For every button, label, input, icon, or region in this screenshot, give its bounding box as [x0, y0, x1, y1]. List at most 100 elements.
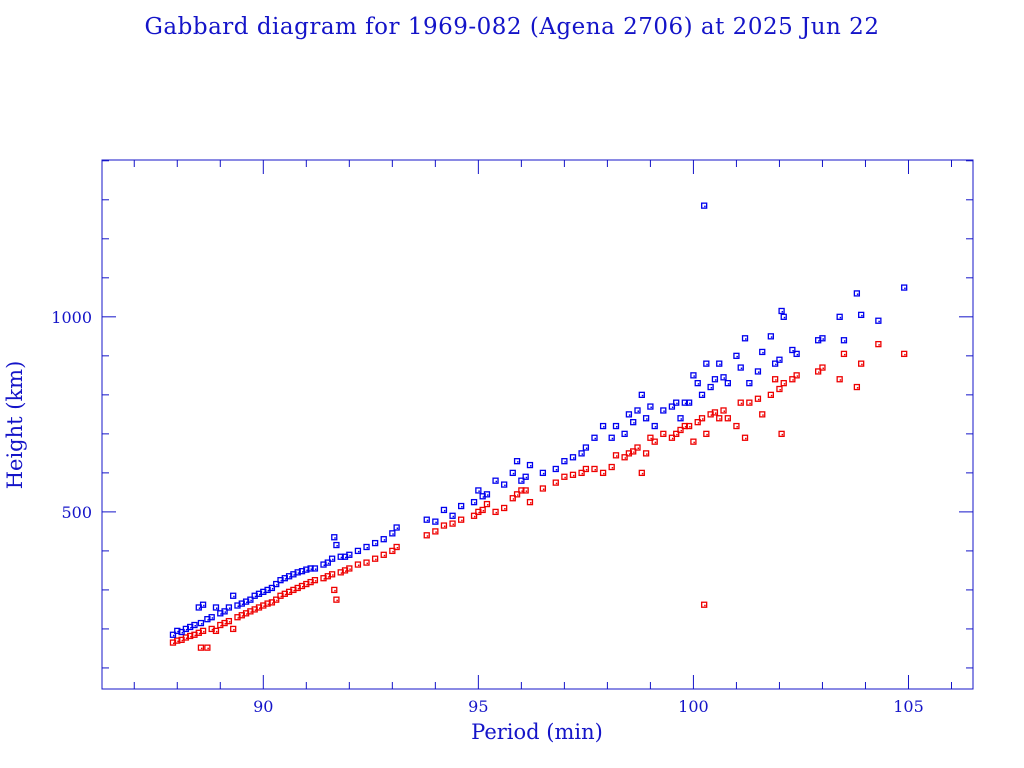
apogee-point [393, 524, 400, 531]
apogee-point-dot [357, 550, 360, 553]
apogee-point [174, 627, 181, 635]
axis-ticks [102, 160, 973, 689]
perigee-point-square [569, 471, 577, 478]
perigee-point-square [187, 632, 194, 640]
apogee-point-square [423, 516, 430, 523]
x-tick-label: 105 [893, 697, 924, 716]
apogee-point-dot [250, 599, 252, 602]
apogee-point-square [685, 399, 693, 406]
apogee-point-square [608, 434, 615, 441]
apogee-point-dot [293, 574, 295, 576]
perigee-point-square [759, 411, 766, 418]
tick-labels: 90 95 100 105 500 1000 [51, 308, 923, 716]
apogee-point-dot [327, 562, 330, 565]
perigee-point-square [681, 422, 688, 430]
apogee-point-dot [727, 383, 730, 385]
perigee-point-square [389, 547, 396, 555]
perigee-point-dot [775, 379, 777, 381]
apogee-point [724, 379, 731, 387]
perigee-point-dot [611, 467, 614, 469]
apogee-point-dot [207, 619, 209, 621]
apogee-point-dot [904, 287, 906, 290]
apogee-point-square [840, 337, 848, 344]
perigee-point-square [724, 415, 731, 422]
perigee-point [174, 637, 181, 644]
apogee-point [685, 399, 693, 406]
apogee-point-square [492, 477, 499, 484]
apogee-point [303, 566, 310, 573]
apogee-point-dot [443, 509, 446, 512]
perigee-point-dot [461, 519, 463, 522]
perigee-point [522, 487, 529, 494]
apogee-point-square [208, 614, 215, 621]
perigee-point [621, 454, 628, 461]
apogee-point-square [634, 407, 641, 414]
perigee-point [509, 495, 516, 502]
perigee-point-square [771, 376, 779, 383]
perigee-point-square [754, 395, 762, 402]
perigee-point-dot [628, 453, 631, 455]
perigee-point-square [328, 571, 336, 578]
perigee-point-square [651, 438, 658, 445]
apogee-point-square [174, 627, 181, 635]
apogee-point-dot [366, 546, 369, 549]
perigee-point-square [483, 500, 491, 508]
perigee-point-dot [293, 589, 295, 592]
perigee-point-dot [190, 635, 192, 638]
apogee-point-dot [839, 316, 842, 319]
perigee-point-dot [594, 468, 596, 471]
apogee-point-dot [211, 617, 214, 619]
perigee-point [363, 559, 370, 566]
perigee-point-dot [676, 433, 678, 436]
perigee-point-dot [861, 363, 863, 366]
perigee-point [901, 350, 908, 358]
apogee-point-dot [796, 353, 799, 356]
apogee-point-square [311, 565, 319, 572]
apogee-point-dot [572, 457, 575, 459]
apogee-point [561, 458, 568, 465]
apogee-point-dot [757, 371, 760, 373]
perigee-point [634, 444, 641, 451]
apogee-point-dot [603, 426, 605, 428]
apogee-point-dot [200, 623, 203, 625]
perigee-point-dot [615, 455, 618, 457]
apogee-point [380, 536, 387, 543]
apogee-point [212, 604, 220, 611]
perigee-point-square [539, 485, 547, 492]
apogee-point [225, 604, 233, 611]
apogee-point-square [642, 415, 650, 422]
perigee-point [771, 376, 779, 383]
apogee-point-square [701, 202, 708, 209]
apogee-point-square [819, 335, 826, 342]
perigee-point-dot [185, 637, 188, 640]
perigee-point-square [354, 561, 362, 568]
apogee-point-dot [671, 406, 674, 409]
apogee-point [307, 565, 314, 572]
apogee-point-dot [310, 568, 313, 570]
apogee-point [840, 337, 848, 344]
perigee-point [492, 508, 499, 516]
apogee-point-dot [646, 418, 648, 420]
apogee-point [858, 311, 865, 319]
apogee-point [741, 335, 749, 342]
apogee-point-square [789, 346, 796, 354]
apogee-point-square [539, 469, 547, 477]
perigee-point-square [677, 426, 684, 434]
perigee-point [591, 465, 598, 473]
apogee-point-square [668, 403, 676, 410]
apogee-point-square [711, 376, 719, 383]
apogee-point-square [225, 604, 233, 611]
perigee-point-dot [878, 344, 880, 346]
apogee-point-square [169, 631, 177, 638]
perigee-point [273, 596, 280, 603]
apogee-point-dot [615, 426, 618, 428]
perigee-point [501, 504, 508, 512]
apogee-point-dot [271, 587, 274, 590]
perigee-point [694, 419, 701, 426]
perigee-point-square [698, 415, 706, 422]
perigee-point-dot [426, 535, 429, 537]
perigee-point-dot [211, 628, 214, 631]
apogee-point [630, 419, 637, 426]
apogee-point-dot [585, 447, 588, 450]
apogee-point-dot [736, 355, 738, 358]
